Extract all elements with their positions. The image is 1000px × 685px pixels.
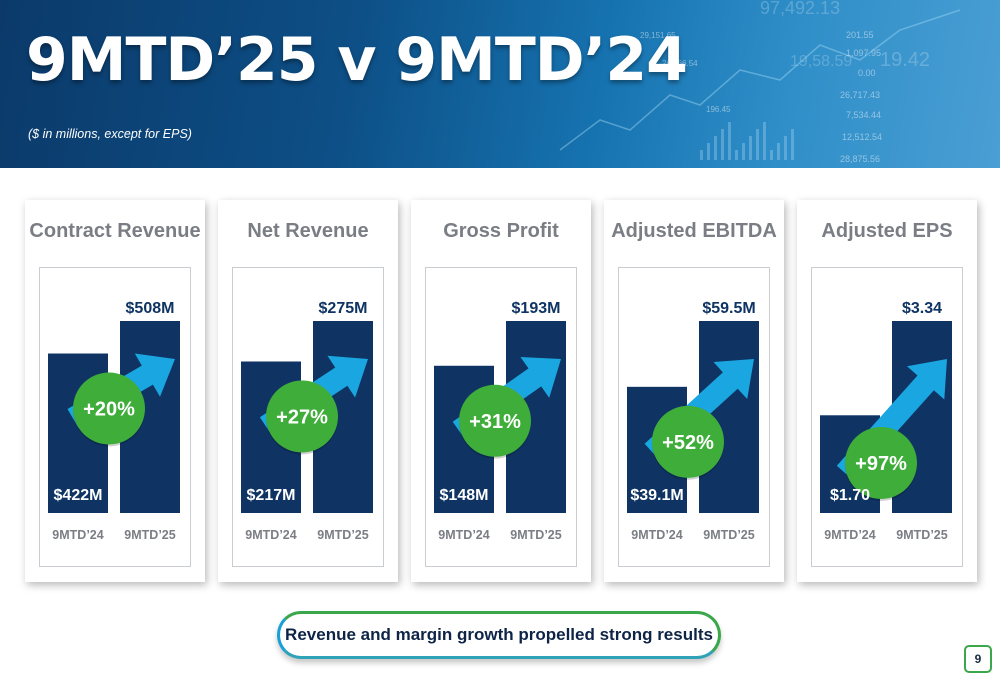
banner-number: 26,466.54 <box>662 59 698 68</box>
page-number: 9 <box>964 645 992 673</box>
growth-badge <box>266 380 338 453</box>
category-label-prior: 9MTD’24 <box>824 528 875 542</box>
card-title: Gross Profit <box>443 220 559 242</box>
category-label-current: 9MTD’25 <box>317 528 368 542</box>
banner-mini-bar <box>756 129 759 160</box>
banner-mini-bar <box>742 143 745 160</box>
growth-badge <box>845 427 917 499</box>
value-label-prior: $148M <box>440 487 489 504</box>
bar-chart: +31% $193M $148M 9MTD’24 9MTD’25 <box>434 300 566 542</box>
banner-mini-bar <box>770 150 773 160</box>
value-label-current: $193M <box>512 300 561 317</box>
chart-frame <box>232 267 384 567</box>
banner-number: 19.42 <box>880 49 930 71</box>
value-label-prior: $39.1M <box>630 487 683 504</box>
banner-number: 12,512.54 <box>842 132 882 142</box>
metric-card: Adjusted EPS +97% $3.34 $1.70 9MTD’24 9MTD’25 <box>797 200 977 582</box>
banner-number: 29,151.65 <box>640 31 676 40</box>
bar-chart: +27% $275M $217M 9MTD’24 9MTD’25 <box>241 300 373 542</box>
growth-percent: +97% <box>855 453 907 475</box>
growth-badge <box>652 405 724 478</box>
banner-number: 7,534.44 <box>846 110 881 120</box>
growth-percent: +20% <box>83 399 135 421</box>
category-label-prior: 9MTD’24 <box>438 528 489 542</box>
value-label-current: $275M <box>319 300 368 317</box>
banner-mini-bar <box>777 143 780 160</box>
banner-background-graphic: 29,151.65 26,466.54 19,58.59 196.45 201.55 1,… <box>559 0 961 164</box>
summary-callout: Revenue and margin growth propelled stro… <box>277 611 721 659</box>
banner-number: 97,492.13 <box>760 0 840 18</box>
category-label-prior: 9MTD’24 <box>631 528 682 542</box>
banner-mini-bar <box>791 129 794 160</box>
slide-subtitle: ($ in millions, except for EPS) <box>28 127 192 141</box>
growth-percent: +31% <box>469 411 521 433</box>
category-label-prior: 9MTD’24 <box>52 528 103 542</box>
banner-number: 19,58.59 <box>790 53 852 70</box>
banner-number: 201.55 <box>846 30 874 40</box>
metric-card: Adjusted EBITDA +52% $59.5M $39.1M 9MTD’24 9M… <box>604 200 784 582</box>
growth-badge <box>73 372 145 445</box>
chart-frame <box>425 267 577 567</box>
banner-mini-bar <box>749 136 752 160</box>
metric-card: Contract Revenue +20% $508M $422M 9MTD’24 9MT… <box>25 200 205 582</box>
category-label-current: 9MTD’25 <box>510 528 561 542</box>
header-banner: 29,151.65 26,466.54 19,58.59 196.45 201.55 1,… <box>0 0 1000 168</box>
banner-mini-bar <box>735 150 738 160</box>
value-label-prior: $1.70 <box>830 487 870 504</box>
slide-title: 9MTD’25 v 9MTD’24 <box>26 25 688 95</box>
banner-number: 196.45 <box>706 105 731 114</box>
banner-mini-bar <box>700 150 703 160</box>
category-label-current: 9MTD’25 <box>703 528 754 542</box>
banner-number: 28,875.56 <box>840 154 880 164</box>
banner-mini-bar <box>784 136 787 160</box>
value-label-prior: $217M <box>247 487 296 504</box>
value-label-current: $508M <box>126 300 175 317</box>
value-label-current: $59.5M <box>702 300 755 317</box>
banner-mini-bar <box>721 129 724 160</box>
card-title: Adjusted EPS <box>821 220 953 242</box>
metric-card: Net Revenue +27% $275M $217M 9MTD’24 9MTD’25 <box>218 200 398 582</box>
metric-card: Gross Profit +31% $193M $148M 9MTD’24 9MTD’25 <box>411 200 591 582</box>
category-label-current: 9MTD’25 <box>896 528 947 542</box>
bar-chart: +52% $59.5M $39.1M 9MTD’24 9MTD’25 <box>627 300 759 542</box>
value-label-prior: $422M <box>54 487 103 504</box>
value-label-current: $3.34 <box>902 300 942 317</box>
banner-number: 1,097.95 <box>846 48 881 58</box>
chart-frame <box>39 267 191 567</box>
growth-badge <box>459 384 531 457</box>
banner-trend-line <box>559 9 961 151</box>
banner-mini-bar <box>714 136 717 160</box>
banner-number: 26,717.43 <box>840 90 880 100</box>
bar-chart: +97% $3.34 $1.70 9MTD’24 9MTD’25 <box>820 300 952 542</box>
card-title: Net Revenue <box>247 220 369 242</box>
growth-percent: +52% <box>662 432 714 454</box>
bar-chart: +20% $508M $422M 9MTD’24 9MTD’25 <box>48 300 180 542</box>
category-label-current: 9MTD’25 <box>124 528 175 542</box>
chart-frame <box>618 267 770 567</box>
card-title: Adjusted EBITDA <box>611 220 777 242</box>
banner-mini-bar <box>763 122 766 160</box>
category-label-prior: 9MTD’24 <box>245 528 296 542</box>
growth-percent: +27% <box>276 406 328 428</box>
card-title: Contract Revenue <box>29 220 201 242</box>
chart-frame <box>811 267 963 567</box>
banner-number: 0.00 <box>858 68 876 78</box>
banner-mini-bar <box>707 143 710 160</box>
banner-mini-bar <box>728 122 731 160</box>
